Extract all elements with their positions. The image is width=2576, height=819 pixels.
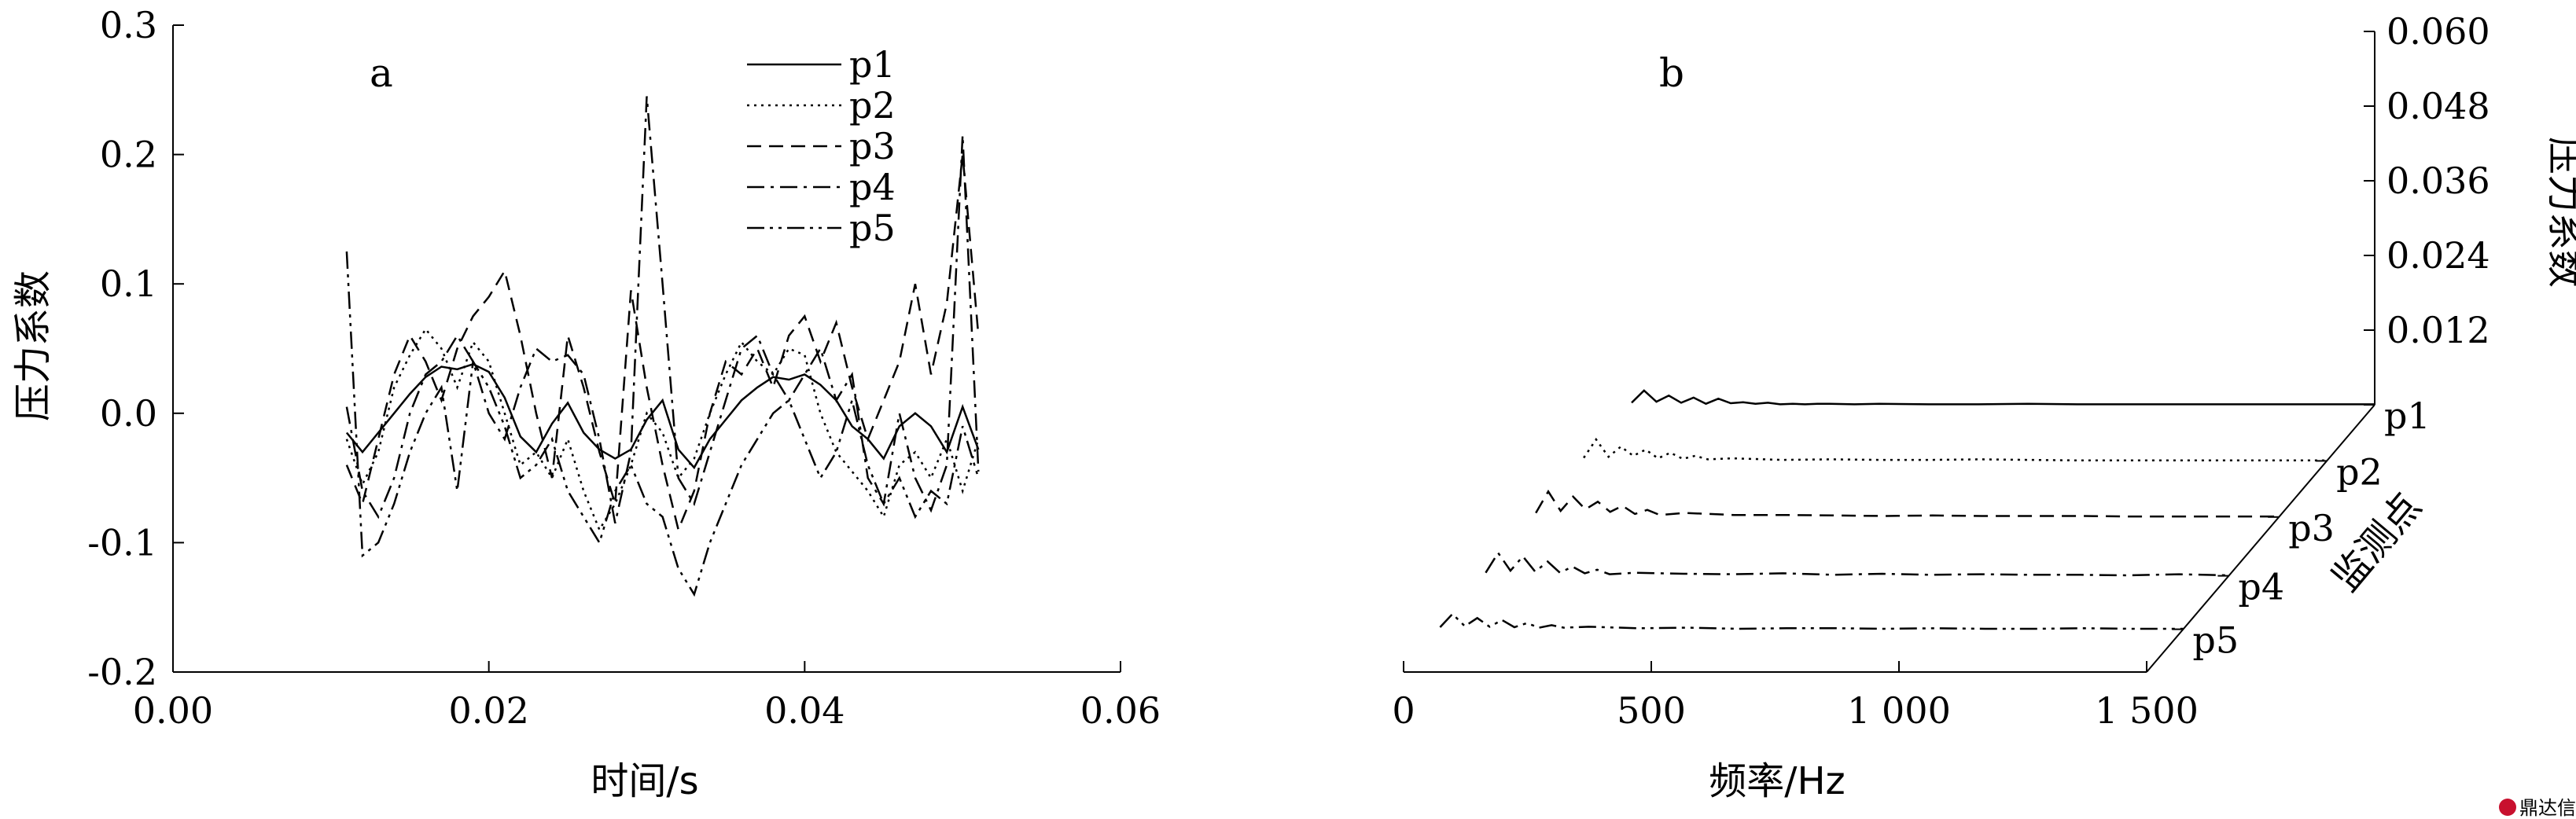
panel-b-series-p4 [1485,551,2229,577]
panel-a-x-tick-label: 0.06 [1080,689,1161,732]
panel-a-y-tick-label: 0.2 [100,134,157,176]
panel-b-z-tick-label: 0.048 [2386,85,2490,127]
panel-a-x-tick-label: 0.00 [133,689,213,732]
legend-label-p4: p4 [849,166,896,208]
panel-b-series-p5 [1439,612,2184,630]
panel-b-chart: b 频率/Hz 压力系数 监测点 0 500 1 000 1 500 0.060 0.04… [1392,10,2576,803]
panel-b-depth-tick-label: p3 [2288,507,2335,549]
panel-b-z-tick-label: 0.060 [2386,10,2490,53]
legend-label-p5: p5 [849,207,896,249]
legend-label-p1: p1 [849,43,896,86]
panel-b-z-tick-label: 0.036 [2386,160,2490,202]
panel-b-z-axis-label: 压力系数 [2543,137,2576,288]
panel-b-depth-tick-label: p1 [2384,395,2431,437]
panel-a-series-p3 [345,154,980,533]
panel-a-series-p2 [345,327,980,532]
panel-a-series-p1 [345,362,980,470]
panel-b-series-p1 [1631,389,2375,406]
panel-a-y-tick-label: 0.1 [100,263,157,305]
panel-a-x-tick-label: 0.04 [764,689,845,732]
panel-a-y-tick-label: 0.3 [100,4,157,46]
panel-b-depth-tick-label: p2 [2336,450,2383,493]
watermark-text: 鼎达信 [2519,797,2576,819]
panel-b-x-tick-label: 1 000 [1847,689,1951,732]
panel-a-y-tick-label: -0.2 [87,651,157,693]
panel-b-x-axis-label: 频率/Hz [1709,759,1845,803]
panel-a-y-axis-label: 压力系数 [11,270,55,421]
panel-b-x-tick-label: 500 [1617,689,1686,732]
watermark: 鼎达信 [2499,797,2576,819]
panel-a-chart: a 时间/s 压力系数 0.00 0.02 0.04 0.06 0.3 0.2 0.1 0.0… [11,4,1161,803]
panel-b-series-p3 [1535,489,2280,518]
panel-b-z-tick-label: 0.024 [2386,234,2490,277]
panel-a-x-axis-label: 时间/s [591,759,698,803]
panel-b-x-tick-label: 0 [1392,689,1415,732]
panel-b-label: b [1659,50,1684,96]
panel-a-x-tick-label: 0.02 [448,689,528,732]
panel-b-depth-tick-label: p5 [2192,619,2239,662]
watermark-logo-icon [2499,799,2516,816]
panel-b-series-p2 [1583,437,2328,462]
panel-a-y-tick-label: -0.1 [87,521,157,564]
panel-b-x-tick-label: 1 500 [2095,689,2199,732]
panel-b-depth-tick-label: p4 [2238,566,2284,608]
panel-a-label: a [370,50,393,96]
panel-a-y-tick-label: 0.0 [100,392,157,435]
panel-a-series-p4 [345,96,980,523]
panel-b-depth-axis-label: 监测点 [2324,485,2430,600]
panel-b-depth-axis [2146,404,2375,673]
legend-label-p2: p2 [849,84,896,127]
panel-b-z-tick-label: 0.012 [2386,309,2490,351]
panel-a-series-p5 [345,251,980,597]
legend-label-p3: p3 [849,125,896,167]
